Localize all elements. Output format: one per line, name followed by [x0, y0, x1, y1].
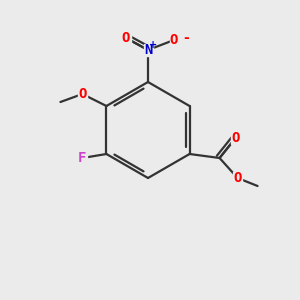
Bar: [231, 132, 240, 144]
Bar: [233, 172, 242, 184]
Text: O: O: [231, 131, 240, 145]
Bar: [143, 44, 152, 56]
Text: +: +: [149, 40, 157, 50]
Text: O: O: [170, 33, 178, 47]
Text: O: O: [78, 87, 87, 101]
Bar: [78, 152, 87, 164]
Bar: [78, 88, 87, 100]
Text: F: F: [78, 151, 87, 165]
Text: N: N: [144, 43, 152, 57]
Bar: [169, 34, 178, 46]
Text: -: -: [183, 31, 189, 45]
Bar: [122, 32, 130, 44]
Text: O: O: [122, 31, 130, 45]
Text: O: O: [233, 171, 242, 185]
